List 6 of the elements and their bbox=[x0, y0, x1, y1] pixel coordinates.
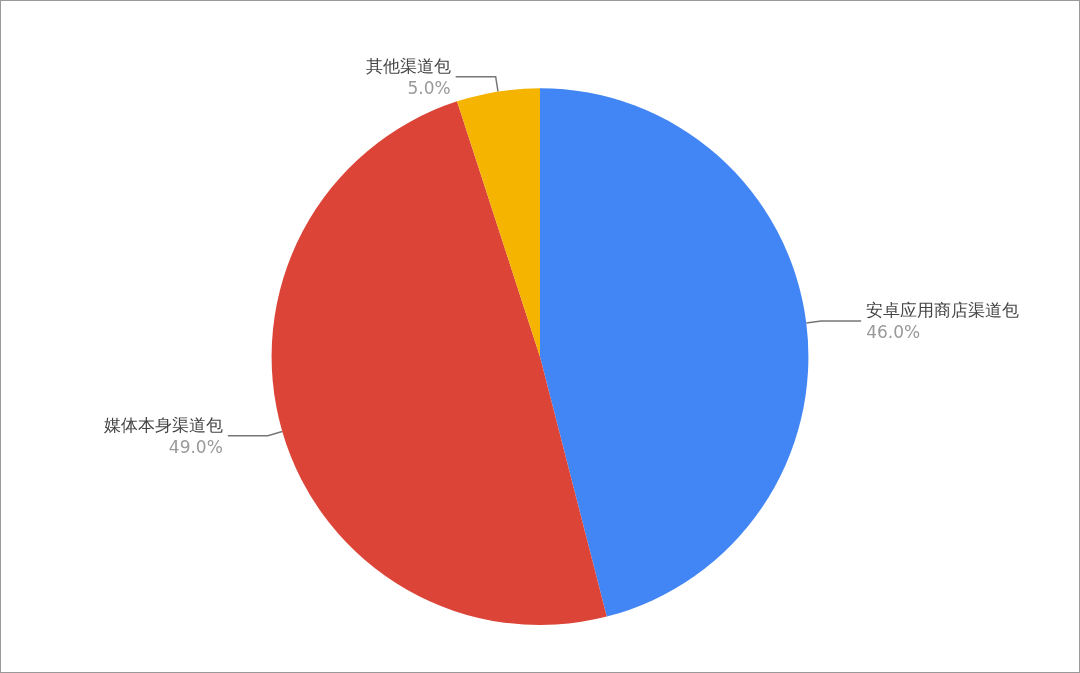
data-label: 5.0% bbox=[407, 77, 451, 98]
slice-label: 媒体本身渠道包 bbox=[103, 414, 223, 435]
slice-label: 其他渠道包 bbox=[365, 55, 451, 76]
data-label: 46.0% bbox=[866, 322, 921, 343]
data-label: 49.0% bbox=[168, 436, 223, 457]
slice-label: 安卓应用商店渠道包 bbox=[866, 300, 1020, 321]
